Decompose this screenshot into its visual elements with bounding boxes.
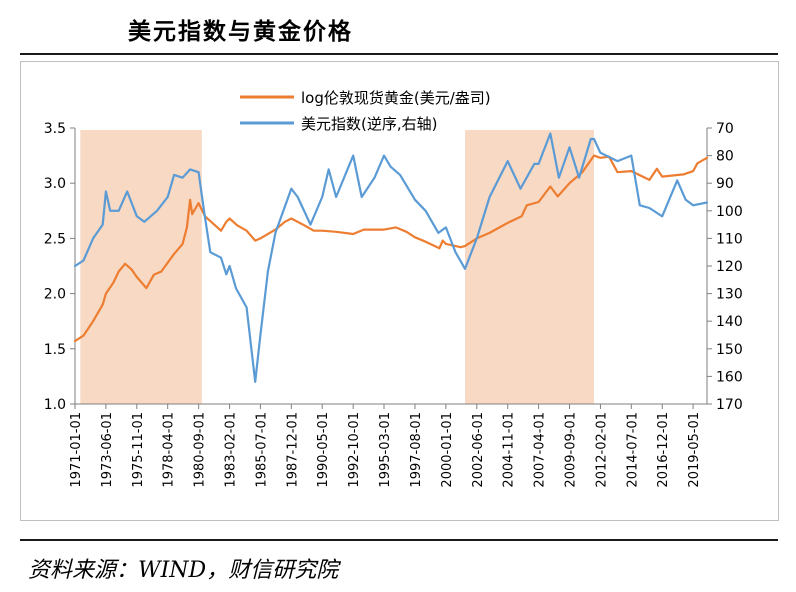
left-tick-label: 3.5 (44, 121, 66, 137)
series-line-2 (73, 132, 709, 383)
legend: log伦敦现货黄金(美元/盎司) 美元指数(逆序,右轴) (240, 89, 491, 133)
x-tick-label: 2012-02-01 (594, 412, 609, 488)
x-tick-label: 1983-02-01 (224, 412, 239, 488)
x-tick-label: 1973-06-01 (100, 412, 115, 488)
x-tick-label: 1978-04-01 (162, 412, 177, 488)
x-tick-label: 2004-11-01 (502, 412, 517, 488)
x-tick-label: 1987-12-01 (285, 412, 300, 488)
shaded-period-1 (80, 130, 202, 404)
series-line-1 (73, 154, 709, 343)
chart-frame (20, 61, 779, 521)
x-tick-label: 2009-09-01 (564, 412, 579, 488)
x-tick-label: 1971-01-01 (69, 412, 84, 488)
x-tick-label: 1980-09-01 (193, 412, 208, 488)
legend-label-2: 美元指数(逆序,右轴) (301, 115, 437, 133)
right-tick-label: 130 (716, 287, 743, 303)
right-tick-label: 90 (716, 176, 734, 192)
chart-axes: 1.0 1.5 2.0 2.5 3.0 3.5 70 80 90 100 110 120 130 140 1… (44, 121, 743, 488)
right-tick-label: 160 (716, 369, 743, 385)
left-tick-label: 1.0 (44, 397, 66, 413)
x-tick-label: 2016-12-01 (656, 412, 671, 488)
legend-label-1: log伦敦现货黄金(美元/盎司) (301, 89, 491, 107)
left-tick-label: 3.0 (44, 176, 66, 192)
x-tick-label: 2002-06-01 (471, 412, 486, 488)
x-tick-label: 2014-07-01 (625, 412, 640, 488)
left-tick-label: 2.0 (44, 287, 66, 303)
right-tick-label: 80 (716, 149, 734, 165)
title-underline (20, 53, 778, 55)
x-tick-label: 1997-08-01 (409, 412, 424, 488)
right-tick-label: 150 (716, 342, 743, 358)
source-rule (20, 539, 778, 541)
right-tick-label: 100 (716, 204, 743, 220)
shaded-period-2 (465, 130, 595, 404)
right-tick-label: 110 (716, 231, 743, 247)
left-tick-label: 1.5 (44, 342, 66, 358)
x-tick-label: 1995-03-01 (378, 412, 393, 488)
x-tick-label: 1975-11-01 (131, 412, 146, 488)
right-tick-label: 140 (716, 314, 743, 330)
shaded-periods (80, 130, 595, 404)
right-tick-label: 120 (716, 259, 743, 275)
right-tick-label: 70 (716, 121, 734, 137)
x-tick-label: 2000-01-01 (440, 412, 455, 488)
page-title: 美元指数与黄金价格 (128, 18, 353, 45)
x-tick-label: 1992-10-01 (347, 412, 362, 488)
x-tick-label: 1985-07-01 (254, 412, 269, 488)
series-lines (73, 132, 709, 383)
x-tick-label: 1990-05-01 (316, 412, 331, 488)
left-tick-label: 2.5 (44, 231, 66, 247)
x-tick-label: 2019-05-01 (687, 412, 702, 488)
right-tick-label: 170 (716, 397, 743, 413)
source-note: 资料来源：WIND，财信研究院 (28, 558, 339, 583)
x-tick-label: 2007-04-01 (533, 412, 548, 488)
